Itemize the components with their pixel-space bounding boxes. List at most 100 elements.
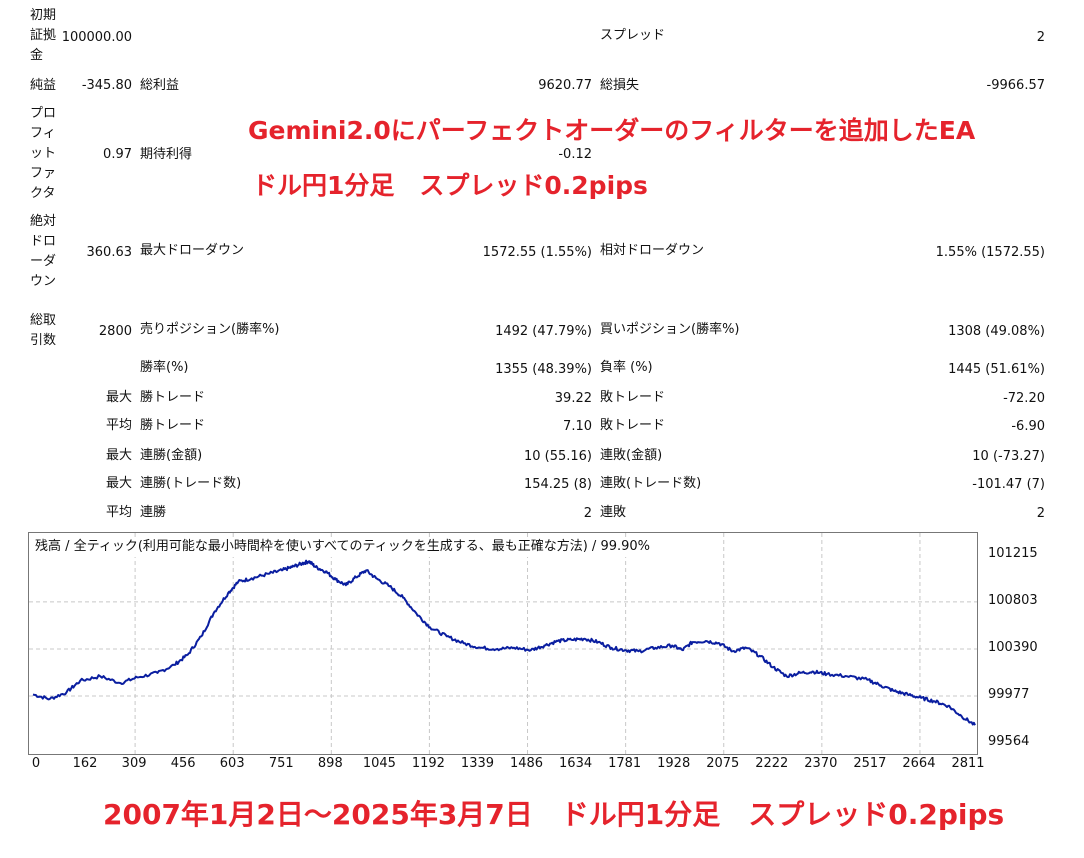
balance-chart: 残高 / 全ティック(利用可能な最小時間枠を使いすべてのティックを生成する、最も…	[28, 532, 978, 755]
x-tick-label: 2222	[755, 756, 789, 771]
max-consec-loss-trades-value: -101.47 (7)	[972, 477, 1045, 492]
label-line: プロ	[30, 106, 57, 121]
loss-rate-value: 1445 (51.61%)	[948, 362, 1045, 377]
y-tick-label: 99564	[988, 734, 1030, 749]
gross-profit-label: 総利益	[140, 78, 180, 93]
spread-value: 2	[1036, 30, 1045, 45]
label-line: ファ	[30, 166, 57, 181]
net-profit-label: 純益	[30, 78, 57, 93]
label-line: クタ	[30, 186, 56, 201]
x-tick-label: 2811	[951, 756, 985, 771]
max-drawdown-label: 最大ドローダウン	[140, 243, 245, 258]
avg-consec-loss-label: 連敗	[600, 505, 627, 520]
win-rate-label: 勝率(%)	[140, 360, 189, 375]
x-tick-label: 2517	[853, 756, 887, 771]
label-line: ドロ	[30, 234, 57, 249]
long-positions-label: 買いポジション(勝率%)	[600, 322, 740, 337]
win-rate-value: 1355 (48.39%)	[495, 362, 592, 377]
avg-win-label: 勝トレード	[140, 418, 206, 433]
spread-label: スプレッド	[600, 28, 666, 43]
max-consec-loss-amount-label: 連敗(金額)	[600, 448, 663, 463]
average-prefix: 平均	[105, 505, 132, 520]
label-line: 初期	[30, 8, 57, 23]
x-tick-label: 603	[219, 756, 245, 771]
overlay-bottom-caption: 2007年1月2日～2025年3月7日 ドル円1分足 スプレッド0.2pips	[103, 798, 1005, 831]
x-tick-label: 0	[31, 756, 41, 771]
long-positions-value: 1308 (49.08%)	[948, 324, 1045, 339]
x-tick-label: 751	[268, 756, 294, 771]
initial-deposit-label: 初期 証拠 金	[30, 6, 64, 66]
avg-win-value: 7.10	[563, 419, 592, 434]
label-line: 金	[30, 48, 44, 63]
short-positions-label: 売りポジション(勝率%)	[140, 322, 280, 337]
abs-drawdown-value: 360.63	[86, 245, 133, 260]
x-tick-label: 1486	[509, 756, 544, 771]
overlay-subtitle: ドル円1分足 スプレッド0.2pips	[252, 171, 648, 200]
label-line: 総取	[30, 313, 57, 328]
avg-consec-win-value: 2	[583, 506, 592, 521]
total-trades-value: 2800	[98, 324, 132, 339]
expected-payoff-value: -0.12	[558, 147, 592, 162]
label-line: 証拠	[30, 28, 57, 43]
max-drawdown-value: 1572.55 (1.55%)	[482, 245, 592, 260]
x-tick-label: 1339	[460, 756, 495, 771]
max-consec-loss-amount-value: 10 (-73.27)	[972, 449, 1045, 464]
x-tick-label: 1928	[657, 756, 691, 771]
avg-consec-win-label: 連勝	[140, 505, 167, 520]
max-consec-win-trades-value: 154.25 (8)	[523, 477, 592, 492]
x-tick-label: 1634	[559, 756, 593, 771]
profit-factor-label: プロ フィ ット ファ クタ	[30, 104, 64, 204]
label-line: ーダ	[30, 254, 57, 269]
chart-title: 残高 / 全ティック(利用可能な最小時間枠を使いすべてのティックを生成する、最も…	[35, 537, 651, 557]
max-consec-win-amount-value: 10 (55.16)	[523, 449, 592, 464]
gross-loss-value: -9966.57	[986, 78, 1045, 93]
x-tick-label: 1192	[411, 756, 445, 771]
x-tick-label: 2664	[902, 756, 936, 771]
y-tick-label: 101215	[988, 546, 1038, 561]
overlay-title: Gemini2.0にパーフェクトオーダーのフィルターを追加したEA	[248, 116, 976, 145]
net-profit-value: -345.80	[81, 78, 132, 93]
x-tick-label: 309	[121, 756, 147, 771]
y-tick-label: 100803	[988, 592, 1038, 608]
loss-rate-label: 負率 (%)	[600, 360, 653, 375]
max-prefix: 最大	[105, 448, 132, 463]
largest-win-value: 39.22	[554, 391, 592, 406]
gross-loss-label: 総損失	[600, 78, 640, 93]
max-consec-win-trades-label: 連勝(トレード数)	[140, 476, 242, 491]
x-tick-label: 898	[317, 756, 343, 771]
abs-drawdown-label: 絶対 ドロ ーダ ウン	[30, 212, 64, 292]
x-tick-label: 1045	[362, 756, 396, 771]
chart-plot-area	[29, 533, 977, 754]
rel-drawdown-value: 1.55% (1572.55)	[935, 245, 1045, 260]
total-trades-label: 総取 引数	[30, 311, 64, 351]
label-line: 引数	[30, 333, 57, 348]
label-line: フィ	[30, 126, 56, 141]
x-tick-label: 2370	[804, 756, 838, 771]
avg-loss-label: 敗トレード	[600, 418, 666, 433]
x-tick-label: 456	[170, 756, 196, 771]
largest-loss-label: 敗トレード	[600, 390, 666, 405]
x-tick-label: 1781	[608, 756, 642, 771]
gross-profit-value: 9620.77	[538, 78, 592, 93]
short-positions-value: 1492 (47.79%)	[495, 324, 592, 339]
rel-drawdown-label: 相対ドローダウン	[600, 243, 705, 258]
largest-prefix: 最大	[105, 390, 132, 405]
balance-line	[32, 559, 976, 726]
avg-consec-loss-value: 2	[1036, 506, 1045, 521]
profit-factor-value: 0.97	[103, 147, 132, 162]
initial-deposit-value: 100000.00	[61, 30, 132, 45]
max-consec-loss-trades-label: 連敗(トレード数)	[600, 476, 702, 491]
expected-payoff-label: 期待利得	[140, 147, 193, 162]
average-prefix: 平均	[105, 418, 132, 433]
max-consec-win-amount-label: 連勝(金額)	[140, 448, 203, 463]
largest-loss-value: -72.20	[1003, 391, 1045, 406]
y-tick-label: 100390	[988, 639, 1038, 655]
x-tick-label: 2075	[706, 756, 740, 771]
y-tick-label: 99977	[988, 686, 1030, 702]
label-line: ウン	[30, 274, 57, 289]
label-line: ット	[30, 146, 57, 161]
max-prefix: 最大	[105, 476, 132, 491]
label-line: 絶対	[30, 214, 57, 229]
avg-loss-value: -6.90	[1011, 419, 1045, 434]
x-tick-label: 162	[72, 756, 98, 771]
